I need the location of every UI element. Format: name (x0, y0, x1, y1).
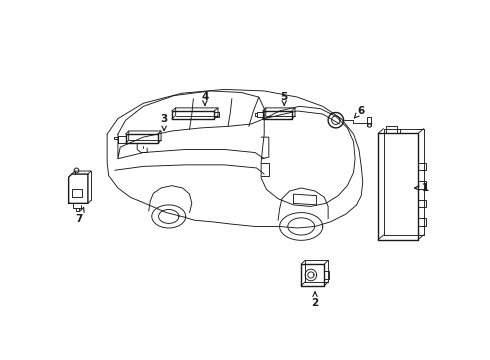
Text: 6: 6 (354, 106, 365, 118)
Text: 5: 5 (281, 92, 288, 105)
Text: 1: 1 (415, 183, 430, 193)
Text: 3: 3 (161, 114, 168, 131)
Text: 2: 2 (312, 292, 318, 309)
Text: 7: 7 (76, 208, 84, 224)
Text: 4: 4 (201, 92, 209, 105)
